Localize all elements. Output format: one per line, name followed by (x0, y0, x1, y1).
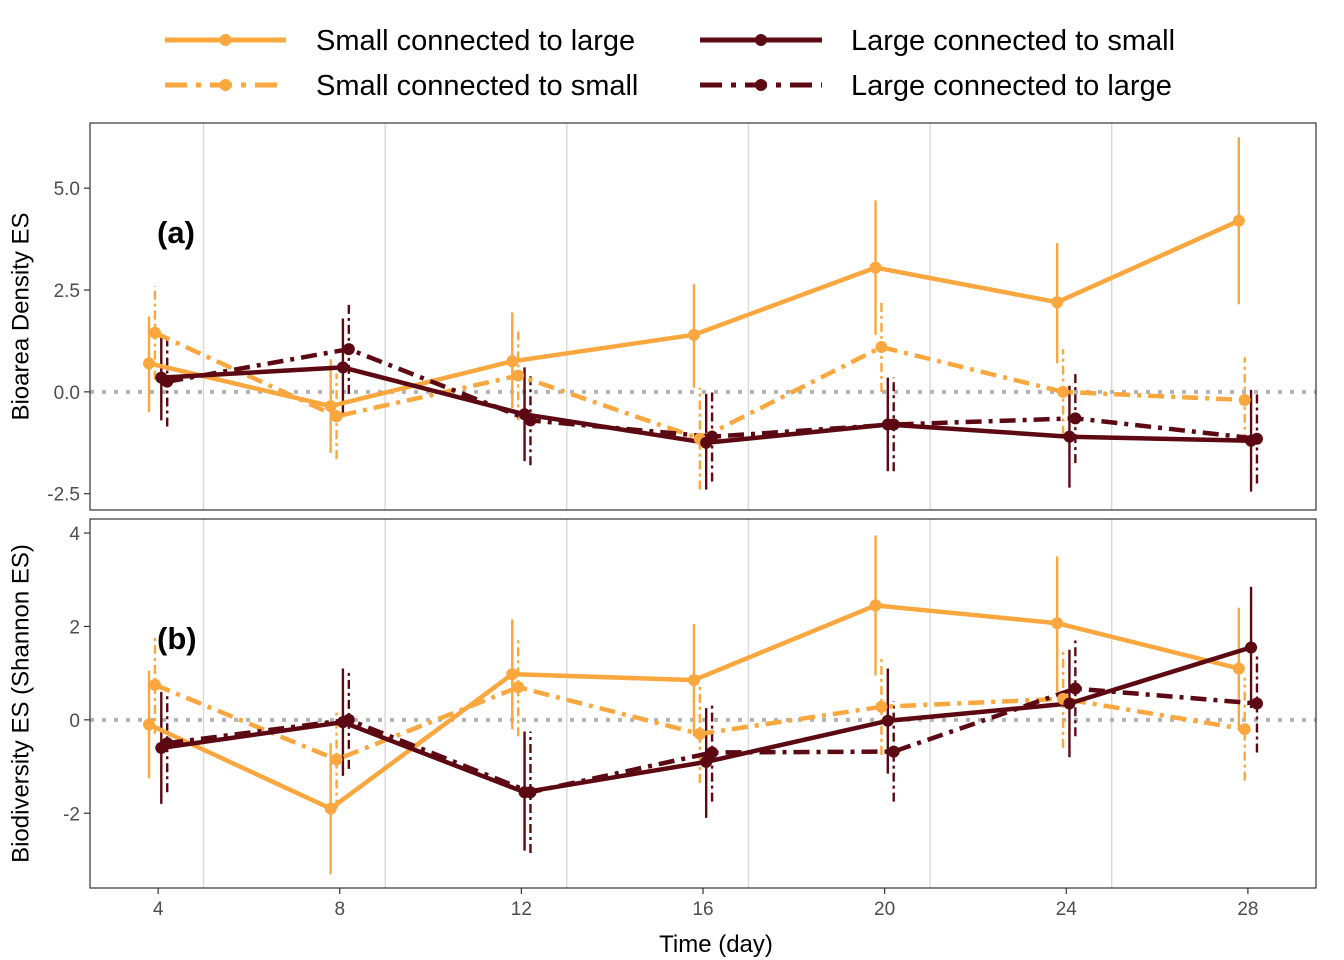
legend-key-point (219, 34, 232, 46)
data-point-large-to-large (1250, 697, 1263, 710)
data-point-large-to-large (887, 418, 900, 431)
data-point-small-to-large (324, 802, 337, 815)
data-point-large-to-small (700, 755, 713, 768)
y-tick-label: 2.5 (54, 281, 80, 302)
data-point-large-to-large (1069, 412, 1082, 425)
data-point-large-to-large (706, 746, 719, 759)
legend-key-point (755, 79, 767, 91)
x-tick-label: 4 (153, 899, 164, 920)
data-point-small-to-small (330, 753, 343, 766)
y-tick-label: 4 (69, 524, 80, 545)
y-tick-label: -2 (63, 804, 80, 825)
data-point-large-to-large (887, 745, 900, 758)
x-axis-title: Time (day) (659, 931, 773, 958)
data-point-large-to-large (1069, 682, 1082, 695)
legend-label: Large connected to small (851, 25, 1175, 57)
data-point-small-to-large (1051, 617, 1064, 630)
data-point-large-to-large (706, 430, 719, 443)
panel-b-biodiversity: -2 0 2 4 Biodiversity ES (Shannon ES) (b) (7, 518, 1317, 889)
legend-label: Small connected to large (316, 25, 635, 57)
x-tick-label: 12 (511, 899, 532, 920)
legend-item-small-to-large: Small connected to large (165, 25, 635, 57)
data-point-small-to-small (148, 326, 161, 339)
x-axis: 4 8 12 16 20 24 28 (153, 888, 1258, 920)
panel-label: (a) (157, 215, 195, 250)
data-point-small-to-small (512, 681, 525, 694)
legend: Small connected to large Large connected … (165, 25, 1175, 102)
data-point-small-to-large (687, 674, 700, 687)
legend-item-large-to-large: Large connected to large (700, 70, 1172, 102)
data-point-small-to-large (869, 599, 882, 612)
data-point-small-to-large (869, 261, 882, 274)
data-point-large-to-large (161, 737, 174, 750)
plot-background (90, 123, 1316, 510)
data-point-large-to-large (524, 414, 537, 427)
data-point-small-to-large (506, 668, 519, 681)
plot-background (90, 519, 1316, 888)
x-tick-label: 8 (334, 899, 345, 920)
data-point-small-to-large (143, 357, 156, 370)
y-tick-label: 5.0 (54, 179, 80, 200)
data-point-small-to-small (1238, 394, 1251, 407)
data-point-large-to-large (342, 713, 355, 726)
data-point-large-to-large (1250, 432, 1263, 445)
x-tick-label: 24 (1056, 899, 1078, 920)
data-point-small-to-large (143, 718, 156, 731)
legend-label: Small connected to small (316, 70, 638, 102)
data-point-large-to-small (1245, 641, 1258, 654)
legend-label: Large connected to large (851, 70, 1172, 102)
y-axis-title: Bioarea Density ES (7, 212, 34, 420)
data-point-small-to-large (506, 355, 519, 368)
panel-a-bioarea-density: -2.5 0.0 2.5 5.0 Bioarea Density ES (a) (7, 122, 1317, 511)
data-point-small-to-small (1057, 385, 1070, 398)
data-point-large-to-small (1063, 430, 1076, 443)
panel-label: (b) (157, 621, 197, 656)
data-point-small-to-small (875, 700, 888, 713)
data-point-large-to-small (881, 714, 894, 727)
data-point-small-to-small (330, 410, 343, 423)
data-point-small-to-large (1232, 214, 1245, 227)
data-point-small-to-large (1051, 296, 1064, 309)
data-point-small-to-large (324, 400, 337, 413)
data-point-small-to-small (1238, 723, 1251, 736)
data-point-small-to-small (148, 678, 161, 691)
y-axis-title: Biodiversity ES (Shannon ES) (7, 544, 34, 863)
legend-key-point (755, 34, 767, 46)
data-point-small-to-large (687, 328, 700, 341)
legend-key-point (219, 79, 232, 91)
data-point-small-to-small (512, 369, 525, 382)
data-point-small-to-large (1232, 662, 1245, 675)
y-tick-label: 0.0 (54, 383, 80, 404)
data-point-large-to-large (342, 343, 355, 356)
data-point-large-to-large (161, 375, 174, 388)
y-tick-label: 2 (69, 617, 80, 638)
x-tick-label: 28 (1237, 899, 1258, 920)
x-tick-label: 16 (692, 899, 713, 920)
legend-item-small-to-small: Small connected to small (165, 70, 638, 102)
data-point-large-to-small (1063, 697, 1076, 710)
data-point-large-to-small (336, 361, 349, 374)
x-tick-label: 20 (874, 899, 895, 920)
data-point-small-to-small (875, 341, 888, 354)
data-point-large-to-large (524, 786, 537, 799)
panel-border (89, 122, 1317, 511)
y-tick-label: -2.5 (47, 485, 80, 506)
data-point-small-to-small (693, 727, 706, 740)
y-tick-label: 0 (69, 711, 80, 732)
legend-item-large-to-small: Large connected to small (700, 25, 1175, 57)
